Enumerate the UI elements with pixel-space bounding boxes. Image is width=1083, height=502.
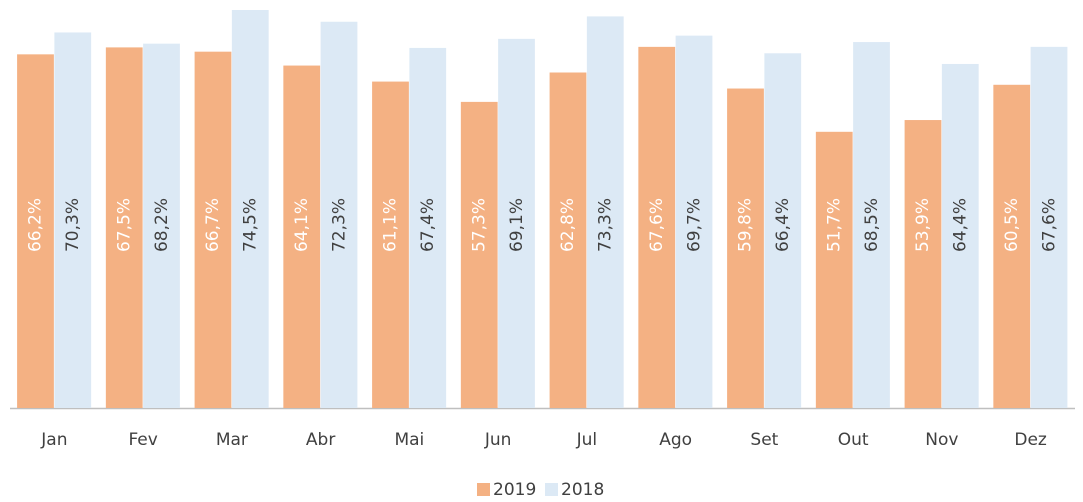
legend-label: 2019 bbox=[493, 480, 536, 500]
value-label: 67,4% bbox=[418, 198, 438, 252]
value-label: 67,6% bbox=[1039, 198, 1059, 252]
x-tick-label: Mar bbox=[216, 430, 248, 450]
bar bbox=[372, 81, 409, 408]
x-tick-label: Fev bbox=[128, 430, 157, 450]
x-tick-label: Ago bbox=[659, 430, 692, 450]
x-tick-label: Jun bbox=[484, 430, 512, 450]
x-tick-label: Out bbox=[838, 430, 869, 450]
bar bbox=[815, 131, 853, 409]
value-label: 68,2% bbox=[152, 198, 172, 252]
value-label: 69,1% bbox=[507, 198, 527, 252]
value-label: 61,1% bbox=[381, 198, 401, 252]
x-tick-label: Jul bbox=[576, 430, 598, 450]
legend-swatch bbox=[477, 483, 490, 496]
bar bbox=[941, 63, 979, 409]
value-label: 74,5% bbox=[241, 198, 261, 252]
bar bbox=[409, 47, 447, 408]
bar bbox=[320, 21, 358, 408]
legend-swatch bbox=[545, 483, 558, 496]
value-label: 72,3% bbox=[329, 198, 349, 252]
x-tick-label: Dez bbox=[1014, 430, 1047, 450]
bar bbox=[143, 43, 180, 409]
x-tick-label: Set bbox=[750, 430, 778, 450]
value-label: 66,7% bbox=[203, 198, 223, 252]
x-tick-label: Jan bbox=[40, 430, 67, 450]
bar bbox=[853, 42, 890, 409]
value-label: 70,3% bbox=[63, 198, 83, 252]
bar bbox=[993, 84, 1031, 409]
bar bbox=[17, 54, 54, 408]
bar bbox=[764, 53, 802, 408]
value-label: 67,5% bbox=[114, 198, 134, 252]
bar bbox=[549, 72, 587, 408]
value-label: 64,4% bbox=[951, 198, 971, 252]
bar bbox=[231, 10, 269, 408]
bar bbox=[675, 35, 713, 409]
value-label: 57,3% bbox=[469, 198, 489, 252]
value-label: 66,4% bbox=[773, 198, 793, 252]
value-label: 59,8% bbox=[736, 198, 756, 252]
value-label: 53,9% bbox=[913, 198, 933, 252]
bar bbox=[498, 38, 535, 408]
value-label: 69,7% bbox=[684, 198, 704, 252]
bar bbox=[586, 16, 624, 409]
bar bbox=[638, 46, 676, 408]
bar bbox=[105, 47, 143, 409]
value-label: 60,5% bbox=[1002, 198, 1022, 252]
bar bbox=[194, 51, 232, 408]
bar bbox=[1030, 46, 1068, 408]
bar bbox=[283, 65, 321, 409]
bar bbox=[460, 101, 498, 409]
value-label: 64,1% bbox=[292, 198, 312, 252]
x-tick-label: Mai bbox=[394, 430, 424, 450]
x-tick-label: Abr bbox=[306, 430, 335, 450]
value-label: 62,8% bbox=[558, 198, 578, 252]
value-label: 67,6% bbox=[647, 198, 667, 252]
value-label: 66,2% bbox=[26, 198, 46, 252]
bar bbox=[54, 32, 92, 408]
legend-label: 2018 bbox=[561, 480, 604, 500]
bar bbox=[727, 88, 764, 408]
x-tick-label: Nov bbox=[925, 430, 958, 450]
value-label: 51,7% bbox=[824, 198, 844, 252]
bar bbox=[904, 120, 942, 408]
value-label: 68,5% bbox=[862, 198, 882, 252]
value-label: 73,3% bbox=[596, 198, 616, 252]
